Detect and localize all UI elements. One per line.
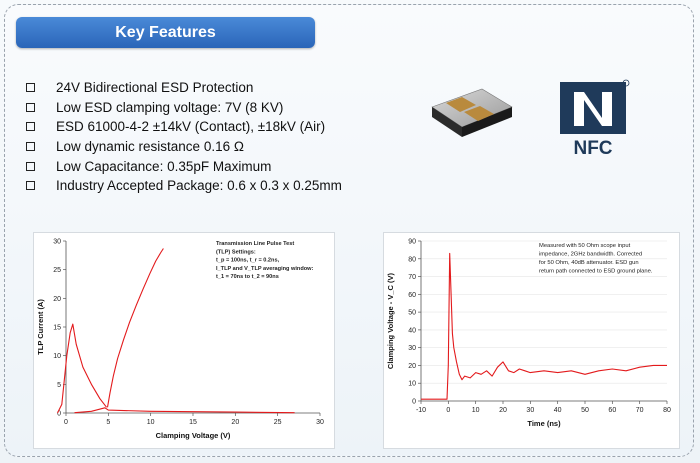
series-line bbox=[421, 252, 667, 400]
chart-annotation-line: return path connected to ESD ground plan… bbox=[539, 269, 653, 275]
checkbox-icon bbox=[26, 122, 35, 132]
y-tick-label: 40 bbox=[408, 327, 416, 334]
x-tick-label: 30 bbox=[316, 419, 324, 426]
feature-item: Low ESD clamping voltage: 7V (8 KV) bbox=[26, 98, 342, 118]
package-chip-image bbox=[431, 88, 513, 137]
series-line bbox=[106, 248, 164, 408]
series-line bbox=[74, 407, 295, 414]
x-tick-label: 20 bbox=[231, 419, 239, 426]
feature-text: Industry Accepted Package: 0.6 x 0.3 x 0… bbox=[56, 178, 342, 194]
checkbox-icon bbox=[26, 181, 35, 191]
y-tick-label: 15 bbox=[53, 325, 61, 332]
chart-annotation-line: Transmission Line Pulse Test bbox=[216, 241, 294, 247]
y-axis-label: TLP Current (A) bbox=[36, 299, 45, 355]
y-tick-label: 70 bbox=[408, 274, 416, 281]
x-tick-label: 40 bbox=[554, 407, 562, 414]
y-tick-label: 30 bbox=[53, 239, 61, 246]
x-tick-label: 80 bbox=[663, 407, 671, 414]
checkbox-icon bbox=[26, 83, 35, 93]
y-axis-label: Clamping Voltage - V_C (V) bbox=[386, 272, 395, 369]
y-tick-label: 90 bbox=[408, 239, 416, 246]
section-title: Key Features bbox=[115, 23, 216, 41]
x-axis-label: Time (ns) bbox=[527, 419, 561, 428]
nfc-logo-text: NFC bbox=[573, 138, 612, 159]
series-line bbox=[57, 323, 108, 414]
x-tick-label: 25 bbox=[274, 419, 282, 426]
x-tick-label: 15 bbox=[189, 419, 197, 426]
x-tick-label: 10 bbox=[472, 407, 480, 414]
feature-text: Low ESD clamping voltage: 7V (8 KV) bbox=[56, 99, 284, 115]
chart-annotation-line: (TLP) Settings: bbox=[216, 249, 256, 255]
y-tick-label: 10 bbox=[53, 353, 61, 360]
x-tick-label: 70 bbox=[636, 407, 644, 414]
y-tick-label: 0 bbox=[412, 399, 416, 406]
x-tick-label: 30 bbox=[526, 407, 534, 414]
x-tick-label: 20 bbox=[499, 407, 507, 414]
x-tick-label: 5 bbox=[106, 419, 110, 426]
x-tick-label: 60 bbox=[608, 407, 616, 414]
feature-text: Low dynamic resistance 0.16 Ω bbox=[56, 139, 244, 155]
checkbox-icon bbox=[26, 102, 35, 112]
tlp-chart: 0 5 10 15 20 25 30 0 5 10 15 20 25 30 Clamping Voltage… bbox=[36, 239, 324, 441]
feature-item: 24V Bidirectional ESD Protection bbox=[26, 78, 342, 98]
chart-annotation-line: for 50 Ohm, 40dB attenuator. ESD gun bbox=[539, 260, 639, 266]
section-header: Key Features bbox=[16, 17, 315, 48]
feature-list: 24V Bidirectional ESD Protection Low ESD… bbox=[26, 78, 342, 196]
chart-annotation-line: t_p = 100ns, t_r = 0.2ns, bbox=[216, 258, 280, 264]
checkbox-icon bbox=[26, 161, 35, 171]
chart-annotation-line: impedance, 2GHz bandwidth. Corrected bbox=[539, 252, 642, 258]
clamp-chart: -10 0 10 20 30 40 50 60 70 800102030405060708090T… bbox=[386, 239, 671, 429]
y-tick-label: 60 bbox=[408, 292, 416, 299]
y-tick-label: 5 bbox=[57, 382, 61, 389]
feature-text: Low Capacitance: 0.35pF Maximum bbox=[56, 158, 272, 174]
clamp-chart-panel: -10 0 10 20 30 40 50 60 70 80 0 10 20 30 40 50 60 70 80 90 T… bbox=[383, 232, 680, 449]
x-tick-label: 0 bbox=[64, 419, 68, 426]
y-tick-label: 30 bbox=[408, 345, 416, 352]
feature-text: ESD 61000-4-2 ±14kV (Contact), ±18kV (Ai… bbox=[56, 119, 326, 135]
y-tick-label: 20 bbox=[53, 296, 61, 303]
x-tick-label: 50 bbox=[581, 407, 589, 414]
feature-item: Low Capacitance: 0.35pF Maximum bbox=[26, 156, 342, 176]
nfc-logo: NFC bbox=[560, 79, 630, 159]
x-tick-label: -10 bbox=[416, 407, 426, 414]
x-tick-label: 0 bbox=[446, 407, 450, 414]
feature-text: 24V Bidirectional ESD Protection bbox=[56, 80, 254, 96]
chart-annotation-line: Measured with 50 Ohm scope input bbox=[539, 243, 631, 249]
x-axis-label: Clamping Voltage (V) bbox=[156, 431, 231, 440]
chart-annotation-line: I_TLP and V_TLP averaging window: bbox=[216, 266, 314, 272]
y-tick-label: 25 bbox=[53, 267, 61, 274]
y-tick-label: 0 bbox=[57, 411, 61, 418]
y-tick-label: 20 bbox=[408, 363, 416, 370]
x-tick-label: 10 bbox=[147, 419, 155, 426]
tlp-chart-panel: 0 5 10 15 20 25 30 0 5 10 15 20 25 30 Clamping Voltage… bbox=[33, 232, 335, 449]
feature-item: ESD 61000-4-2 ±14kV (Contact), ±18kV (Ai… bbox=[26, 117, 342, 137]
chart-annotation-line: t_1 = 70ns to t_2 = 90ns bbox=[216, 274, 279, 280]
checkbox-icon bbox=[26, 142, 35, 152]
feature-item: Low dynamic resistance 0.16 Ω bbox=[26, 137, 342, 157]
y-tick-label: 10 bbox=[408, 381, 416, 388]
feature-item: Industry Accepted Package: 0.6 x 0.3 x 0… bbox=[26, 176, 342, 196]
y-tick-label: 80 bbox=[408, 256, 416, 263]
y-tick-label: 50 bbox=[408, 310, 416, 317]
